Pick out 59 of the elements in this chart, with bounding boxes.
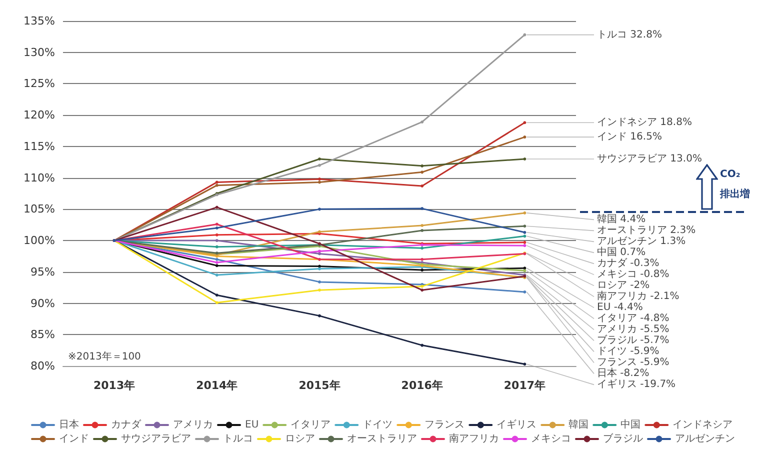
annotation: イギリス -19.7%: [597, 378, 676, 390]
legend-label: 韓国: [568, 418, 589, 430]
annotation: アメリカ -5.5%: [597, 324, 670, 336]
legend-label: ドイツ: [362, 420, 393, 430]
annotation: メキシコ -0.8%: [597, 269, 670, 280]
annotation: オーストラリア 2.3%: [597, 225, 696, 236]
legend-label: サウジアラビア: [121, 434, 191, 444]
x-tick-label: 2014年: [196, 379, 238, 392]
legend-label: オーストラリア: [347, 434, 417, 444]
legend-label: アルゼンチン: [675, 434, 735, 444]
legend-label: 中国: [620, 418, 641, 430]
y-tick-label: 120%: [24, 108, 55, 122]
annotation: イタリア -4.8%: [597, 313, 670, 324]
x-tick-label: 2016年: [401, 379, 443, 392]
legend-label: カナダ: [111, 418, 142, 430]
annotation: EU -4.4%: [597, 302, 643, 314]
y-tick-label: 100%: [24, 234, 55, 248]
annotation: 日本 -8.2%: [597, 367, 650, 380]
legend-label: イギリス: [496, 418, 537, 430]
annotation: カナダ -0.3%: [597, 257, 660, 270]
y-tick-label: 110%: [24, 171, 55, 184]
y-tick-label: 90%: [30, 296, 55, 310]
legend-label: トルコ: [223, 434, 253, 444]
annotation: アルゼンチン 1.3%: [597, 236, 686, 248]
legend-label: EU: [245, 420, 259, 430]
y-tick-label: 130%: [24, 46, 55, 59]
x-tick-label: 2015年: [298, 379, 340, 392]
legend-label: インドネシア: [672, 420, 733, 430]
y-tick-label: 125%: [24, 77, 55, 90]
annotation: ロシア -2%: [597, 280, 650, 292]
annotation: インドネシア 18.8%: [597, 117, 692, 128]
annotation: フランス -5.9%: [597, 357, 670, 368]
y-tick-label: 135%: [24, 14, 55, 28]
ref-line-label: CO₂ 排出増: [719, 169, 750, 200]
x-tick-label: 2017年: [504, 379, 546, 392]
legend-label: 南アフリカ: [449, 432, 499, 444]
y-tick-label: 95%: [30, 265, 55, 278]
annotation: トルコ 32.8%: [597, 29, 662, 40]
legend-label: メキシコ: [531, 434, 571, 444]
y-tick-label: 115%: [24, 140, 55, 153]
x-tick-label: 2013年: [93, 379, 136, 392]
legend-label: 日本: [59, 418, 79, 430]
y-tick-label: 80%: [30, 360, 55, 372]
annotation: ※2013年＝100: [68, 350, 141, 362]
annotation: ドイツ -5.9%: [597, 346, 660, 358]
legend-label: イタリア: [290, 420, 331, 430]
legend-label: ブラジル: [603, 432, 643, 444]
legend-label: インド: [59, 434, 89, 444]
annotation: ブラジル -5.7%: [597, 334, 670, 346]
legend-label: アメリカ: [173, 420, 213, 430]
annotation: サウジアラビア 13.0%: [597, 154, 702, 164]
y-tick-label: 85%: [30, 328, 55, 342]
annotation: 南アフリカ -2.1%: [597, 290, 680, 302]
annotation: 韓国 4.4%: [597, 213, 646, 226]
legend-label: ロシア: [285, 434, 315, 444]
annotation: インド 16.5%: [597, 132, 662, 143]
annotation: 中国 0.7%: [597, 246, 646, 258]
legend-label: フランス: [424, 420, 465, 430]
y-tick-label: 105%: [24, 202, 55, 216]
